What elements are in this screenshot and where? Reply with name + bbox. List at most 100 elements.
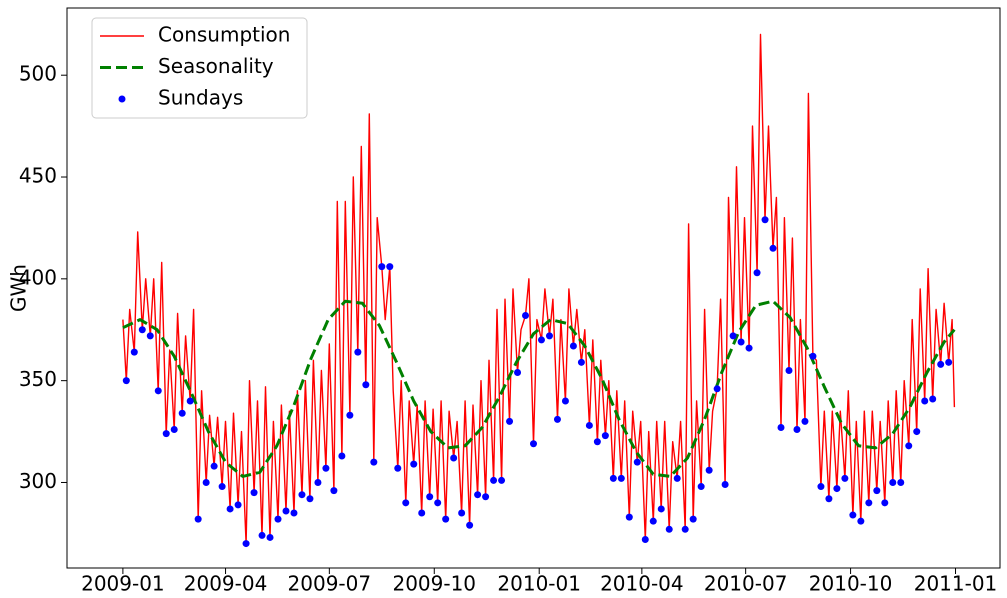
x-tick-label: 2009-10 [392,572,476,596]
sunday-point [617,474,625,482]
sunday-point [186,397,194,405]
sunday-point [450,454,458,462]
sunday-point [809,352,817,360]
sunday-point [873,487,881,495]
sunday-point [514,369,522,377]
sunday-point [178,409,186,417]
sunday-point [490,476,498,484]
sunday-point [466,521,474,529]
sunday-point [697,483,705,491]
legend-label: Seasonality [158,54,274,78]
legend-swatch [118,95,126,103]
sunday-point [418,509,426,517]
sunday-point [322,464,330,472]
sunday-point [434,499,442,507]
sunday-point [410,460,418,468]
sunday-point [522,311,530,319]
sunday-point [530,440,537,448]
sunday-point [585,421,593,429]
sunday-point [577,358,585,366]
sunday-point [721,481,729,489]
sunday-point [202,478,210,486]
sunday-point [122,377,130,385]
sunday-point [442,515,450,523]
sunday-point [633,458,641,466]
sunday-point [402,499,410,507]
sunday-point [258,531,266,539]
sunday-point [130,348,138,356]
sunday-point [889,478,897,486]
sunday-point [394,464,402,472]
sunday-point [841,474,849,482]
sunday-point [825,495,833,503]
x-tick-label: 2011-01 [914,572,998,596]
consumption-line [122,33,956,545]
sunday-point [945,358,953,366]
sunday-point [593,438,601,446]
y-tick-label: 300 [19,469,57,493]
y-tick-label: 450 [19,164,57,188]
sunday-point [881,499,889,507]
sunday-point [857,517,865,525]
seasonality-line [122,299,956,478]
y-tick-label: 400 [19,265,57,289]
sunday-point [601,432,609,440]
sunday-point [753,269,761,277]
y-tick-label: 500 [19,62,57,86]
sunday-point [282,507,290,515]
sunday-point [330,487,338,495]
sunday-point [138,326,146,334]
x-tick-label: 2010-10 [809,572,893,596]
legend-box [91,17,308,119]
sunday-point [665,525,673,533]
sunday-point [849,511,857,519]
sunday-point [545,332,553,340]
sunday-point [817,483,825,491]
sunday-point [234,501,242,509]
sunday-point [705,466,713,474]
sunday-point [729,332,737,340]
x-tick-label: 2009-07 [288,572,372,596]
sunday-point [905,442,913,450]
sunday-point [458,509,466,517]
sunday-point [673,474,681,482]
sunday-point [370,458,378,466]
sunday-point [833,485,841,493]
sunday-point [801,417,809,425]
sunday-point [250,489,258,497]
x-tick-label: 2010-01 [497,572,581,596]
sunday-point [362,381,370,389]
sunday-point [745,344,753,352]
sunday-point [793,426,801,434]
sunday-point [785,366,793,374]
sunday-point [354,348,362,356]
x-tick-label: 2010-07 [704,572,788,596]
sunday-point [649,517,657,525]
sunday-point [897,478,905,486]
sunday-point [921,397,929,405]
sunday-point [426,493,434,501]
sunday-point [218,483,226,491]
x-tick-label: 2010-04 [600,572,684,596]
sunday-point [713,385,721,393]
x-tick-label: 2009-04 [184,572,268,596]
sunday-point [769,244,777,252]
sunday-point [761,216,769,224]
sunday-point [937,360,945,368]
sunday-point [290,509,298,517]
sunday-point [537,336,545,344]
sunday-point [641,535,649,543]
sunday-point [298,491,306,499]
sunday-point [170,426,178,434]
sunday-point [154,387,162,395]
plot-frame [66,7,1001,569]
sunday-point [338,452,346,460]
sunday-point [314,478,322,486]
sunday-point [146,332,154,340]
sunday-point [346,411,354,419]
sunday-point [306,495,314,503]
sunday-point [226,505,234,513]
sunday-point [194,515,202,523]
sunday-point [609,474,617,482]
sunday-point [625,513,633,521]
